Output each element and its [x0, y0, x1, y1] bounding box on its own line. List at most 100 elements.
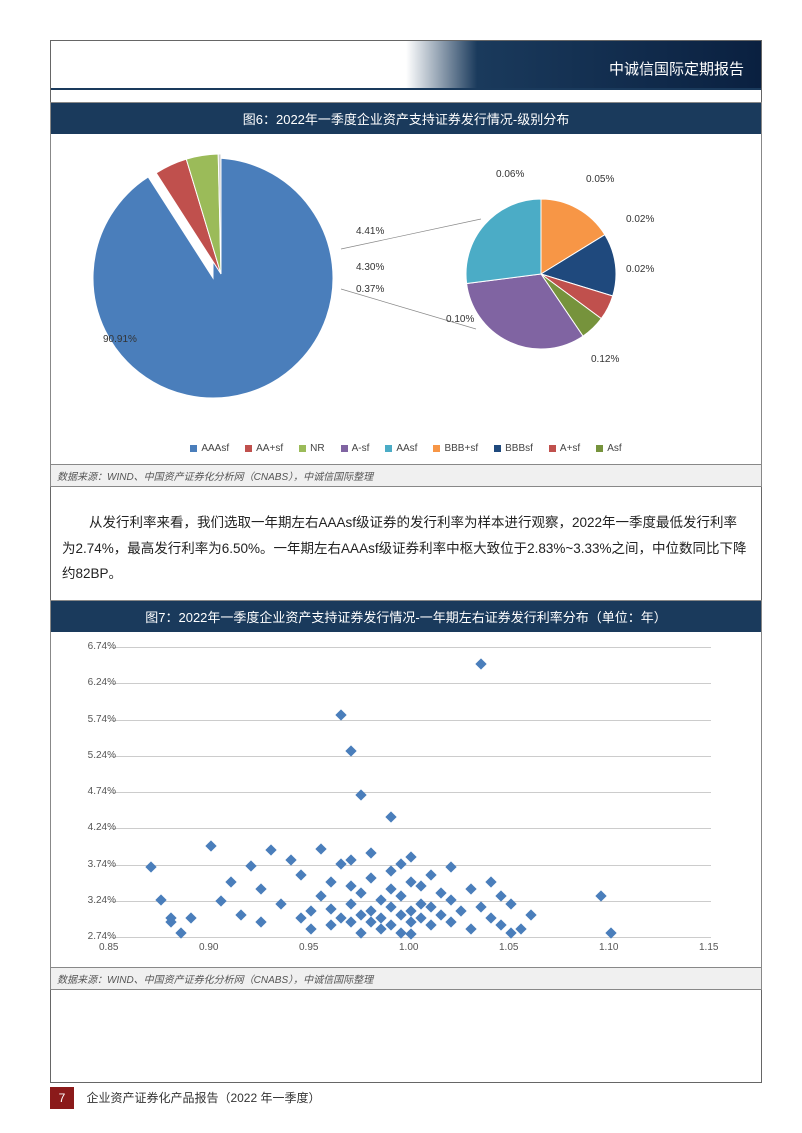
legend-item: BBB+sf — [433, 443, 478, 454]
scatter-point — [415, 912, 426, 923]
chart6-title: 图6：2022年一季度企业资产支持证券发行情况-级别分布 — [51, 103, 761, 134]
scatter-point — [395, 858, 406, 869]
legend-swatch — [549, 445, 556, 452]
legend-swatch — [433, 445, 440, 452]
y-axis-label: 2.74% — [88, 931, 116, 942]
scatter-point — [465, 883, 476, 894]
scatter-point — [315, 844, 326, 855]
legend-swatch — [494, 445, 501, 452]
scatter-point — [255, 883, 266, 894]
chart7-container: 图7：2022年一季度企业资产支持证券发行情况-一年期左右证券发行利率分布（单位… — [50, 600, 762, 990]
scatter-point — [235, 909, 246, 920]
pie-label: 0.05% — [586, 174, 614, 185]
scatter-point — [365, 847, 376, 858]
scatter-point — [275, 898, 286, 909]
chart7-body: 2.74% 3.24% 3.74% 4.24% 4.74% 5.24% 5.74% 6.24%… — [51, 632, 761, 967]
scatter-point — [385, 883, 396, 894]
scatter-point — [205, 840, 216, 851]
scatter-point — [505, 898, 516, 909]
scatter-point — [325, 904, 336, 915]
scatter-point — [495, 920, 506, 931]
scatter-point — [425, 920, 436, 931]
x-axis-label: 1.05 — [499, 942, 518, 953]
legend-item: Asf — [596, 443, 621, 454]
chart6-body: AAAsfAA+sfNRA-sfAAsfBBB+sfBBBsfA+sfAsf 9… — [51, 134, 761, 464]
y-axis-label: 3.24% — [88, 895, 116, 906]
chart7-title: 图7：2022年一季度企业资产支持证券发行情况-一年期左右证券发行利率分布（单位… — [51, 601, 761, 632]
y-axis-label: 4.24% — [88, 822, 116, 833]
x-axis-label: 0.85 — [99, 942, 118, 953]
footer-title: 企业资产证券化产品报告（2022 年一季度） — [86, 1087, 320, 1109]
x-axis-label: 0.95 — [299, 942, 318, 953]
pie-label: 0.12% — [591, 354, 619, 365]
y-axis-label: 6.24% — [88, 677, 116, 688]
x-axis-label: 1.00 — [399, 942, 418, 953]
y-axis-label: 5.24% — [88, 750, 116, 761]
scatter-point — [365, 905, 376, 916]
legend-item: BBBsf — [494, 443, 533, 454]
scatter-point — [385, 865, 396, 876]
scatter-point — [345, 916, 356, 927]
page-number: 7 — [50, 1087, 74, 1109]
pie-slice — [466, 199, 541, 284]
scatter-point — [445, 916, 456, 927]
scatter-point — [345, 898, 356, 909]
legend-swatch — [245, 445, 252, 452]
scatter-point — [515, 923, 526, 934]
x-axis-label: 1.10 — [599, 942, 618, 953]
scatter-point — [405, 851, 416, 862]
y-axis-label: 5.74% — [88, 714, 116, 725]
scatter-point — [425, 869, 436, 880]
pie-label: 0.02% — [626, 264, 654, 275]
grid-line — [111, 865, 711, 866]
scatter-point — [525, 909, 536, 920]
chart6-legend: AAAsfAA+sfNRA-sfAAsfBBB+sfBBBsfA+sfAsf — [51, 443, 761, 454]
scatter-point — [355, 887, 366, 898]
grid-line — [111, 756, 711, 757]
scatter-point — [305, 905, 316, 916]
scatter-point — [405, 905, 416, 916]
scatter-point — [375, 894, 386, 905]
scatter-point — [295, 912, 306, 923]
scatter-point — [465, 923, 476, 934]
scatter-point — [435, 909, 446, 920]
scatter-point — [345, 880, 356, 891]
chart6-container: 图6：2022年一季度企业资产支持证券发行情况-级别分布 AAAsfAA+sfN… — [50, 102, 762, 487]
scatter-point — [265, 844, 276, 855]
legend-item: NR — [299, 443, 324, 454]
scatter-point — [475, 659, 486, 670]
pie-chart-svg — [51, 134, 751, 424]
footer: 7 企业资产证券化产品报告（2022 年一季度） — [50, 1087, 762, 1109]
scatter-point — [355, 789, 366, 800]
y-axis-label: 3.74% — [88, 859, 116, 870]
scatter-point — [185, 912, 196, 923]
scatter-point — [425, 902, 436, 913]
scatter-point — [255, 916, 266, 927]
legend-item: AA+sf — [245, 443, 283, 454]
scatter-point — [245, 860, 256, 871]
scatter-point — [405, 928, 416, 939]
legend-swatch — [596, 445, 603, 452]
pie-label: 4.30% — [356, 262, 384, 273]
legend-swatch — [385, 445, 392, 452]
scatter-point — [325, 920, 336, 931]
chart6-source: 数据来源：WIND、中国资产证券化分析网（CNABS），中诚信国际整理 — [51, 464, 761, 486]
scatter-point — [455, 905, 466, 916]
grid-line — [111, 647, 711, 648]
scatter-point — [215, 895, 226, 906]
pie-label: 0.06% — [496, 169, 524, 180]
y-axis-label: 4.74% — [88, 786, 116, 797]
scatter-point — [445, 862, 456, 873]
x-axis-label: 1.15 — [699, 942, 718, 953]
grid-line — [111, 720, 711, 721]
grid-line — [111, 901, 711, 902]
legend-swatch — [299, 445, 306, 452]
scatter-point — [225, 876, 236, 887]
scatter-point — [295, 869, 306, 880]
legend-item: A-sf — [341, 443, 370, 454]
x-axis-label: 0.90 — [199, 942, 218, 953]
scatter-point — [475, 902, 486, 913]
legend-item: AAsf — [385, 443, 417, 454]
grid-line — [111, 683, 711, 684]
pie-label: 90.91% — [103, 334, 137, 345]
